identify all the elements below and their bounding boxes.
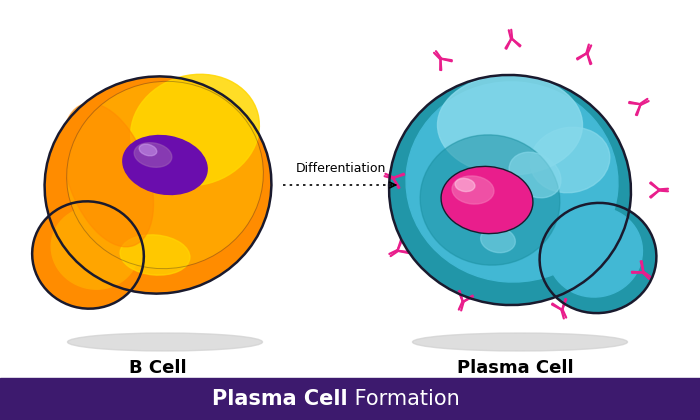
Ellipse shape xyxy=(33,202,143,308)
Ellipse shape xyxy=(68,82,262,268)
Ellipse shape xyxy=(412,333,627,351)
Text: Differentiation: Differentiation xyxy=(296,162,386,175)
Ellipse shape xyxy=(420,135,560,265)
Ellipse shape xyxy=(438,75,582,175)
Ellipse shape xyxy=(131,74,260,186)
Text: Plasma Cell: Plasma Cell xyxy=(212,389,348,409)
Ellipse shape xyxy=(139,144,157,156)
Ellipse shape xyxy=(509,152,561,198)
Text: Plasma Cell: Plasma Cell xyxy=(456,359,573,377)
Ellipse shape xyxy=(481,227,515,253)
Ellipse shape xyxy=(390,76,630,304)
Ellipse shape xyxy=(547,207,643,297)
Ellipse shape xyxy=(442,168,532,233)
Text: Formation: Formation xyxy=(348,389,460,409)
Ellipse shape xyxy=(452,176,494,204)
Ellipse shape xyxy=(62,103,153,247)
Ellipse shape xyxy=(406,82,618,282)
Ellipse shape xyxy=(530,127,610,193)
Ellipse shape xyxy=(67,333,262,351)
Ellipse shape xyxy=(46,77,270,293)
Bar xyxy=(0,378,700,420)
Ellipse shape xyxy=(122,136,207,194)
Ellipse shape xyxy=(540,204,655,312)
Ellipse shape xyxy=(455,178,475,192)
Ellipse shape xyxy=(51,207,139,289)
Ellipse shape xyxy=(120,235,190,275)
Text: B Cell: B Cell xyxy=(130,359,187,377)
Ellipse shape xyxy=(134,143,172,167)
